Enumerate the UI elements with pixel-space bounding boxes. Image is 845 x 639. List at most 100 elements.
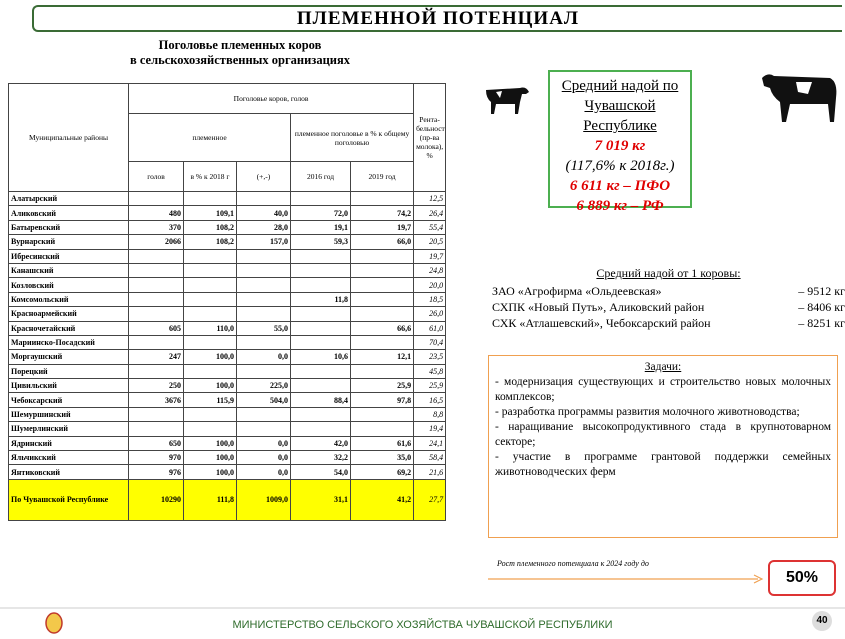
table-row: Козловский 20,0: [8, 277, 447, 293]
table-cell: [128, 277, 184, 293]
table-cell: 66,6: [349, 320, 415, 336]
table-cell: Ибресинский: [8, 248, 129, 264]
table-cell: 976: [128, 464, 184, 480]
table-cell: 55,0: [236, 320, 291, 336]
growth-value: 50%: [768, 560, 836, 596]
average-rf: 6 889 кг – РФ: [576, 198, 664, 214]
table-cell: [349, 334, 415, 351]
cow-icon: [762, 74, 837, 122]
table-cell: Ядринский: [8, 435, 129, 452]
table-cell: 69,2: [349, 464, 415, 480]
table-cell: Янтиковский: [8, 464, 129, 480]
table-cell: 72,0: [290, 205, 351, 221]
table-cell: [128, 406, 184, 423]
table-row: Алатырский 12,5: [8, 190, 447, 207]
table-cell: 12,5: [413, 190, 447, 207]
herd-table: Муниципальные районы Поголовье коров, го…: [8, 83, 447, 521]
table-cell: 19,7: [413, 248, 447, 264]
table-cell: 26,0: [413, 306, 447, 322]
table-cell: Батыревский: [8, 219, 129, 236]
table-cell: 18,5: [413, 291, 447, 308]
subtitle-line: в сельскохозяйственных организациях: [129, 53, 351, 67]
table-cell: 61,0: [413, 320, 447, 336]
table-row: Чебоксарский 3676 115,9 504,0 88,4 97,8 16,5: [8, 392, 447, 408]
table-cell: [349, 363, 415, 380]
table-cell: Мариинско-Посадский: [8, 334, 129, 351]
table-cell: 26,4: [413, 205, 447, 221]
table-cell: [183, 277, 237, 293]
table-cell: 0,0: [236, 464, 291, 480]
table-cell: [349, 277, 415, 293]
table-cell: [128, 291, 184, 308]
table-cell: 111,8: [183, 478, 237, 521]
subtitle: Поголовье племенных коров в сельскохозяй…: [80, 38, 400, 68]
table-cell: [183, 363, 237, 380]
table-cell: 10,6: [290, 349, 351, 365]
table-cell: [128, 248, 184, 264]
header-cell: племенное поголовье в % к общему поголов…: [289, 113, 415, 162]
table-cell: 108,2: [183, 234, 237, 250]
tasks-box: Задачи: - модернизация существующих и ст…: [488, 355, 838, 538]
subtitle-line: Поголовье племенных коров: [158, 38, 322, 52]
table-cell: [128, 262, 184, 279]
header-cell: племенное: [128, 113, 291, 162]
table-cell: Моргаушский: [8, 349, 129, 365]
table-cell: 19,1: [290, 219, 351, 236]
table-cell: [183, 306, 237, 322]
table-cell: 19,4: [413, 421, 447, 437]
table-cell: [290, 363, 351, 380]
table-cell: 100,0: [183, 450, 237, 466]
table-cell: 20,0: [413, 277, 447, 293]
table-cell: 74,2: [349, 205, 415, 221]
milk-item: ЗАО «Агрофирма «Ольдеевская» – 9512 кг: [492, 283, 845, 299]
table-cell: 35,0: [349, 450, 415, 466]
table-row: Моргаушский 247 100,0 0,0 10,6 12,1 23,5: [8, 349, 447, 365]
table-cell: 25,9: [349, 378, 415, 394]
table-cell: 20,5: [413, 234, 447, 250]
table-row: Аликовский 480 109,1 40,0 72,0 74,2 26,4: [8, 205, 447, 221]
table-cell: 24,1: [413, 435, 447, 452]
title: ПЛЕМЕННОЙ ПОТЕНЦИАЛ: [32, 5, 842, 32]
milk-value: – 8406 кг: [798, 300, 845, 314]
table-cell: Цивильский: [8, 378, 129, 394]
table-cell: Козловский: [8, 277, 129, 293]
task-item: - разработка программы развития молочног…: [495, 406, 800, 418]
table-cell: 66,0: [349, 234, 415, 250]
table-cell: [236, 421, 291, 437]
table-cell: [349, 406, 415, 423]
table-cell: 70,4: [413, 334, 447, 351]
header-cell: Муниципальные районы: [8, 83, 129, 192]
table-row: Яльчикский 970 100,0 0,0 32,2 35,0 58,4: [8, 450, 447, 466]
header-cell: в % к 2018 г: [183, 161, 237, 192]
table-cell: [290, 306, 351, 322]
table-cell: 247: [128, 349, 184, 365]
table-cell: 45,8: [413, 363, 447, 380]
table-cell: [290, 320, 351, 336]
table-cell: 370: [128, 219, 184, 236]
table-cell: Шемуршинский: [8, 406, 129, 423]
header-cell: Рента-бельность (пр-ва молока), %: [413, 83, 447, 192]
average-value: 7 019 кг: [594, 138, 646, 154]
table-cell: 109,1: [183, 205, 237, 221]
table-cell: [183, 421, 237, 437]
average-pfo: 6 611 кг – ПФО: [569, 178, 671, 194]
milk-value: – 9512 кг: [798, 284, 845, 298]
table-cell: 0,0: [236, 349, 291, 365]
table-cell: [290, 248, 351, 264]
table-cell: [349, 190, 415, 207]
growth-text: Рост племенного потенциала к 2024 году д…: [497, 559, 649, 568]
table-cell: 23,5: [413, 349, 447, 365]
table-cell: 100,0: [183, 349, 237, 365]
table-cell: [290, 277, 351, 293]
table-cell: 2066: [128, 234, 184, 250]
table-cell: Шумерлинский: [8, 421, 129, 437]
table-cell: 42,0: [290, 435, 351, 452]
table-cell: 58,4: [413, 450, 447, 466]
table-row: Шумерлинский 19,4: [8, 421, 447, 437]
milk-value: – 8251 кг: [798, 316, 845, 330]
milk-farm: ЗАО «Агрофирма «Ольдеевская»: [492, 284, 662, 298]
table-cell: [236, 291, 291, 308]
table-cell: [128, 190, 184, 207]
table-cell: [290, 406, 351, 423]
table-cell: [349, 306, 415, 322]
